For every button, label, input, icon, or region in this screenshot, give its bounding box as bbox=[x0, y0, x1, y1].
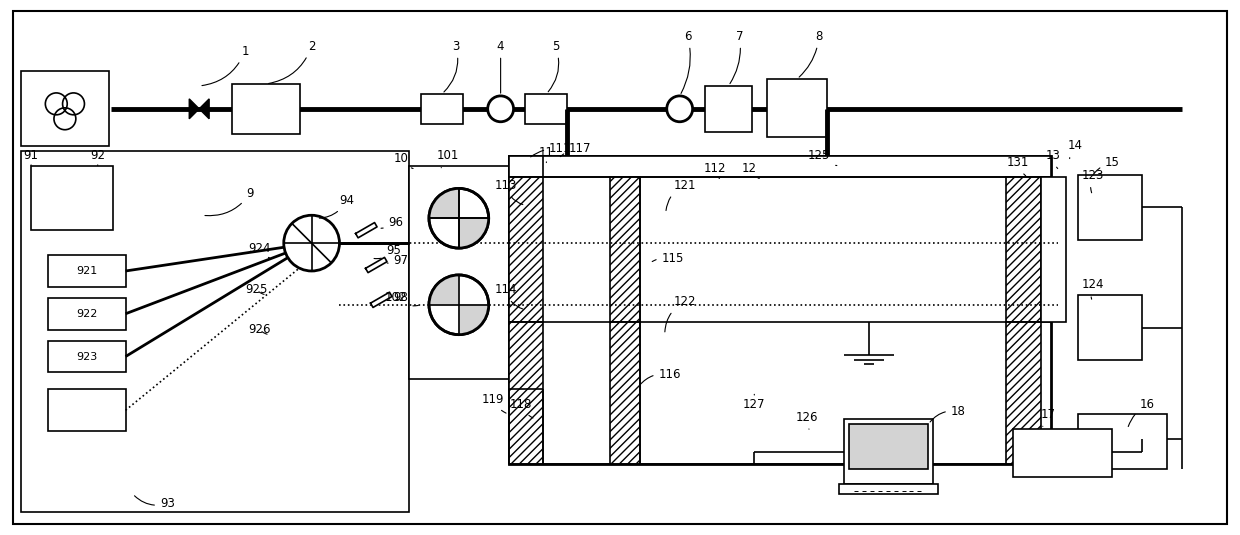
Bar bbox=[508, 322, 543, 464]
Bar bbox=[610, 178, 640, 322]
Text: 926: 926 bbox=[249, 323, 272, 336]
Text: 123: 123 bbox=[1081, 169, 1104, 193]
Bar bbox=[838, 484, 939, 494]
Bar bbox=[21, 151, 409, 511]
Text: 131: 131 bbox=[1007, 156, 1029, 176]
Text: 127: 127 bbox=[743, 394, 765, 411]
Text: 7: 7 bbox=[730, 30, 743, 83]
Bar bbox=[508, 156, 1050, 178]
Text: 114: 114 bbox=[495, 284, 523, 309]
Text: 6: 6 bbox=[681, 30, 692, 94]
Text: 125: 125 bbox=[807, 149, 837, 165]
Text: 10: 10 bbox=[394, 152, 413, 169]
Text: 121: 121 bbox=[666, 179, 696, 210]
Text: 112: 112 bbox=[703, 162, 725, 179]
Bar bbox=[508, 178, 543, 322]
Text: 923: 923 bbox=[76, 351, 98, 362]
Text: 13: 13 bbox=[1045, 149, 1060, 169]
Circle shape bbox=[667, 96, 693, 122]
Text: 925: 925 bbox=[246, 284, 268, 296]
Text: 924: 924 bbox=[249, 242, 272, 258]
Text: 122: 122 bbox=[665, 295, 696, 332]
Text: 921: 921 bbox=[76, 266, 98, 276]
Text: 95: 95 bbox=[374, 243, 402, 258]
Text: 9: 9 bbox=[205, 187, 254, 216]
Text: 126: 126 bbox=[796, 411, 818, 429]
Bar bbox=[31, 165, 113, 230]
Text: 113: 113 bbox=[495, 179, 523, 204]
Circle shape bbox=[429, 275, 489, 335]
Text: 2: 2 bbox=[269, 40, 315, 83]
Text: 18: 18 bbox=[930, 405, 966, 422]
Bar bbox=[610, 322, 640, 464]
Text: 15: 15 bbox=[1094, 156, 1120, 173]
Text: 92: 92 bbox=[91, 149, 105, 165]
Text: 16: 16 bbox=[1128, 398, 1154, 426]
Bar bbox=[48, 341, 125, 372]
Bar bbox=[844, 419, 934, 484]
Text: 97: 97 bbox=[387, 254, 409, 266]
Bar bbox=[21, 71, 109, 146]
Text: 1: 1 bbox=[202, 44, 249, 86]
Wedge shape bbox=[429, 275, 459, 305]
Bar bbox=[1040, 178, 1065, 322]
Text: 12: 12 bbox=[742, 162, 759, 179]
Bar bbox=[48, 389, 125, 431]
Bar bbox=[1006, 322, 1040, 464]
Bar bbox=[409, 165, 508, 379]
Text: 91: 91 bbox=[24, 149, 38, 165]
Polygon shape bbox=[356, 223, 377, 238]
Polygon shape bbox=[190, 99, 210, 119]
Text: 14: 14 bbox=[1068, 139, 1083, 158]
Text: 94: 94 bbox=[320, 194, 353, 218]
Circle shape bbox=[429, 188, 489, 248]
Bar bbox=[508, 156, 543, 178]
Wedge shape bbox=[429, 188, 459, 218]
Text: 4: 4 bbox=[497, 40, 505, 93]
Bar bbox=[768, 79, 827, 136]
Bar bbox=[1078, 414, 1167, 469]
Bar bbox=[508, 156, 1050, 464]
Bar bbox=[48, 298, 125, 330]
Text: 111: 111 bbox=[531, 142, 572, 157]
Circle shape bbox=[487, 96, 513, 122]
Text: 116: 116 bbox=[640, 368, 681, 385]
Text: 3: 3 bbox=[444, 40, 460, 92]
Bar bbox=[704, 86, 753, 132]
Text: 11: 11 bbox=[539, 146, 554, 163]
Bar bbox=[1006, 178, 1040, 322]
Text: 5: 5 bbox=[548, 40, 559, 92]
Bar bbox=[526, 94, 567, 124]
Text: 98: 98 bbox=[394, 292, 408, 304]
Text: 17: 17 bbox=[1040, 408, 1055, 426]
Text: 93: 93 bbox=[134, 496, 175, 510]
Text: 118: 118 bbox=[510, 398, 533, 418]
Bar bbox=[1013, 429, 1112, 477]
Text: 115: 115 bbox=[652, 251, 684, 264]
Text: 96: 96 bbox=[381, 216, 404, 229]
Text: 8: 8 bbox=[799, 30, 822, 77]
Circle shape bbox=[284, 215, 340, 271]
Bar bbox=[232, 84, 300, 134]
Text: 119: 119 bbox=[481, 393, 506, 413]
Text: 102: 102 bbox=[384, 292, 418, 306]
Bar bbox=[48, 255, 125, 287]
Bar bbox=[1078, 295, 1142, 360]
Text: 922: 922 bbox=[76, 309, 98, 319]
Bar bbox=[422, 94, 463, 124]
Text: 101: 101 bbox=[436, 149, 459, 168]
Wedge shape bbox=[459, 218, 489, 248]
Text: 117: 117 bbox=[560, 142, 591, 157]
Text: 124: 124 bbox=[1081, 278, 1104, 299]
Polygon shape bbox=[371, 292, 392, 308]
Polygon shape bbox=[366, 257, 387, 273]
Bar bbox=[849, 424, 929, 469]
Wedge shape bbox=[459, 305, 489, 335]
Bar bbox=[1078, 175, 1142, 240]
